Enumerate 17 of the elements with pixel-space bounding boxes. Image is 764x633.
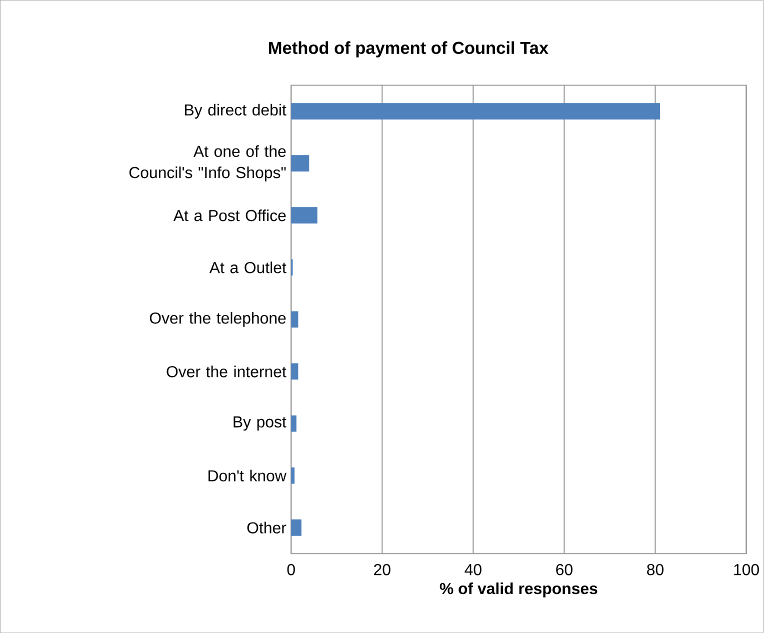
x-tick-label: 40 [464,564,482,576]
x-tick-label: 60 [556,564,572,576]
y-tick-label: Over the internet [166,366,286,378]
y-tick-label: At one of the Council's "Info Shops" [129,145,286,182]
x-axis-title: % of valid responses [440,582,598,598]
y-tick-label: At a Post Office [173,209,286,222]
y-tick-label: Over the telephone [150,312,286,327]
y-tick-label: By direct debit [185,104,286,119]
y-tick-label: Other [247,522,286,534]
y-tick-label: Don't know [208,470,286,482]
chart-title: Method of payment of Council Tax [269,41,548,58]
x-tick-label: 100 [734,564,759,576]
x-tick-label: 0 [287,564,295,576]
y-tick-label: By post [234,416,286,431]
y-tick-label: At a Outlet [209,261,286,274]
x-tick-label: 20 [374,564,390,576]
x-tick-label: 80 [647,564,664,576]
